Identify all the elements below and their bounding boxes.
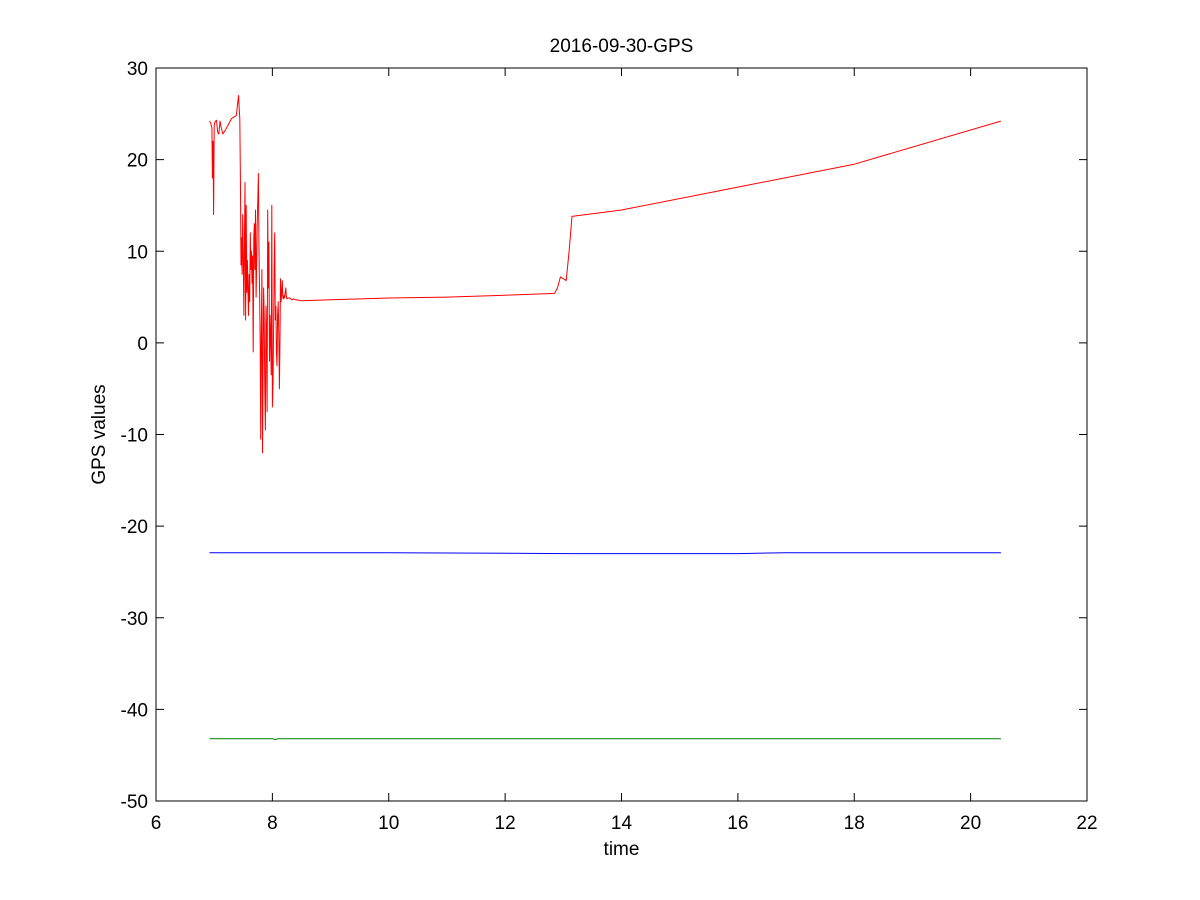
x-tick-label: 16	[727, 813, 748, 834]
y-tick-label: -10	[121, 426, 148, 447]
x-tick-label: 12	[495, 813, 516, 834]
y-tick-label: 30	[127, 59, 148, 80]
y-axis-label: GPS values	[89, 384, 110, 484]
x-axis-label: time	[604, 839, 640, 860]
series-line-3	[209, 738, 1001, 741]
y-tick-label: 0	[137, 334, 148, 355]
y-tick-label: -50	[121, 792, 148, 813]
x-tick-label: 18	[844, 813, 865, 834]
series-layer	[209, 95, 1002, 741]
y-tick-label: -20	[121, 517, 148, 538]
x-tick-label: 14	[611, 813, 633, 834]
series-line-1	[209, 95, 1002, 454]
axes-box	[155, 67, 1088, 802]
x-tick-label: 8	[267, 813, 278, 834]
y-tick-label: 20	[127, 151, 148, 172]
ticks-layer: 6 8 10 12 14 16 18 20 22 -50 -40 -30 -20 -10 0 10 20 30	[121, 59, 1098, 834]
series-line-2	[209, 552, 1001, 555]
y-tick-label: -40	[121, 700, 148, 721]
chart-title: 2016-09-30-GPS	[550, 36, 694, 57]
y-tick-label: -30	[121, 609, 148, 630]
x-tick-label: 20	[960, 813, 981, 834]
x-tick-label: 22	[1076, 813, 1097, 834]
x-tick-label: 10	[378, 813, 399, 834]
y-tick-label: 10	[127, 242, 148, 263]
x-tick-label: 6	[151, 813, 162, 834]
